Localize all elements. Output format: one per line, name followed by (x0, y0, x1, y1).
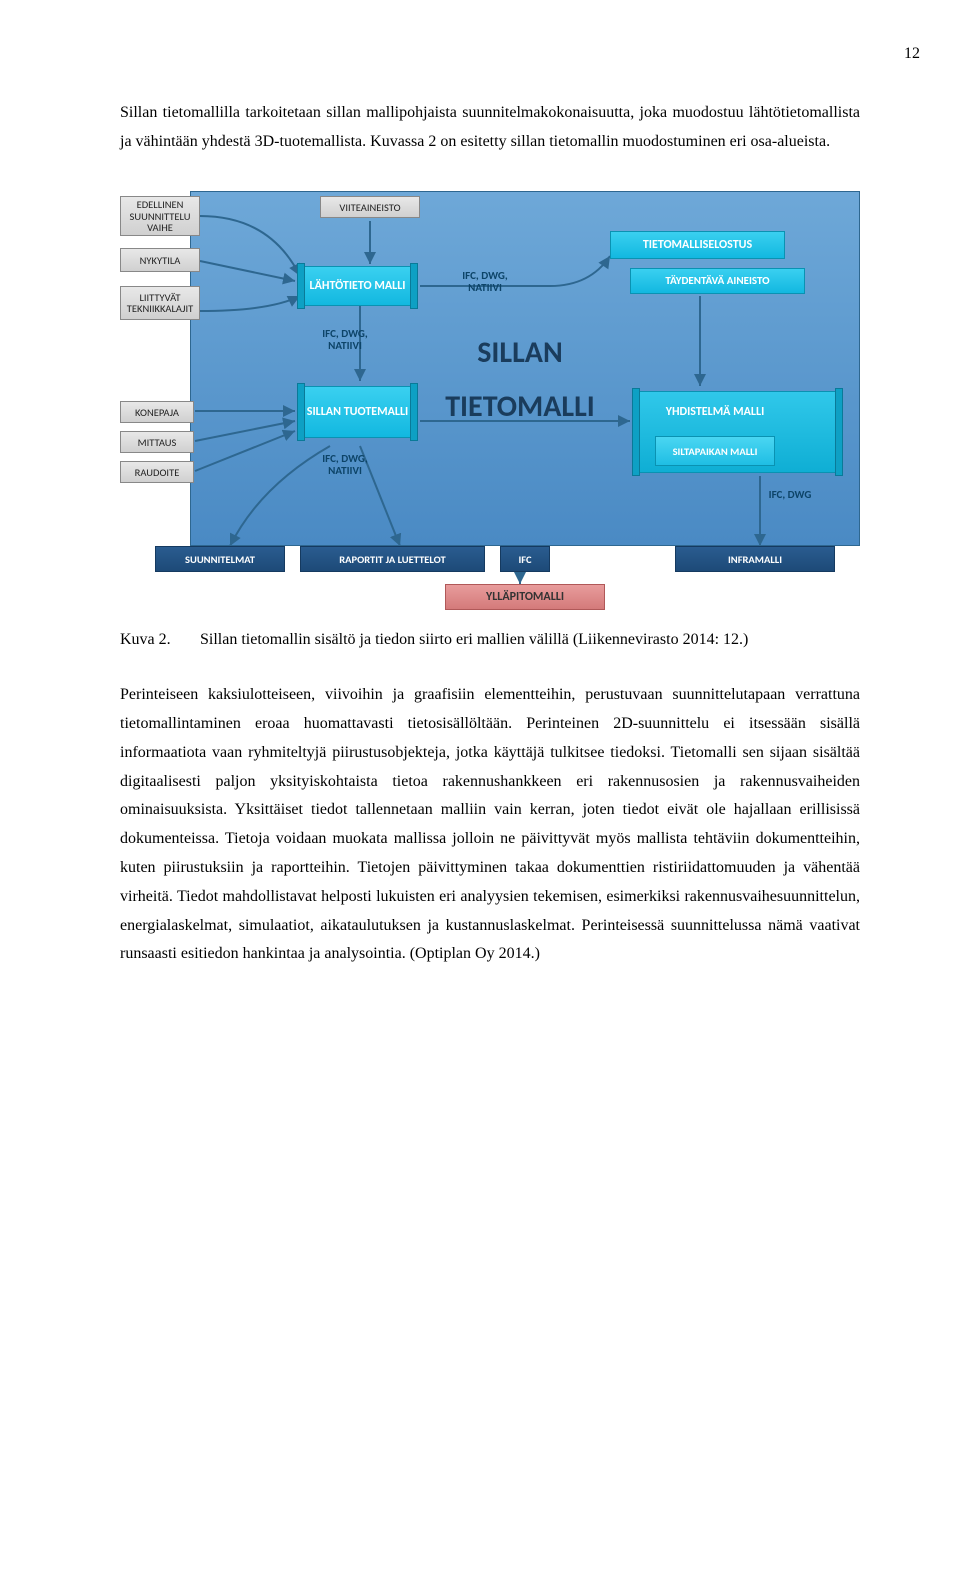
node-ifc-btn: IFC (500, 546, 550, 572)
node-liittyvat: LIITTYVÄT TEKNIIKKALAJIT (120, 286, 200, 320)
node-konepaja: KONEPAJA (120, 401, 194, 423)
node-edellinen: EDELLINEN SUUNNITTELU VAIHE (120, 196, 200, 236)
node-nykytila: NYKYTILA (120, 248, 200, 272)
label-ifc2: IFC, DWG, NATIIVI (450, 268, 520, 296)
diagram-title-l1: SILLAN (420, 326, 620, 380)
caption-text: Sillan tietomallin sisältö ja tiedon sii… (200, 626, 860, 655)
node-mittaus: MITTAUS (120, 431, 194, 453)
node-tietomalliselostus: TIETOMALLISELOSTUS (610, 231, 785, 259)
node-viite: VIITEAINEISTO (320, 196, 420, 218)
node-raportit: RAPORTIT JA LUETTELOT (300, 546, 485, 572)
node-lahtotieto: LÄHTÖTIETO MALLI (300, 266, 415, 306)
page-number: 12 (120, 40, 920, 69)
label-ifc1: IFC, DWG, NATIIVI (310, 326, 380, 354)
label-ifcdwg: IFC, DWG (760, 486, 820, 504)
node-siltapaikan: SILTAPAIKAN MALLI (655, 436, 775, 466)
node-inframalli: INFRAMALLI (675, 546, 835, 572)
body-paragraph: Perinteiseen kaksiulotteiseen, viivoihin… (120, 681, 860, 969)
node-raudoite: RAUDOITE (120, 461, 194, 483)
figure-caption: Kuva 2. Sillan tietomallin sisältö ja ti… (120, 626, 860, 655)
diagram-title-l2: TIETOMALLI (420, 380, 620, 434)
diagram: EDELLINEN SUUNNITTELU VAIHE NYKYTILA LII… (120, 186, 860, 606)
label-ifc3: IFC, DWG, NATIIVI (310, 451, 380, 479)
diagram-title: SILLAN TIETOMALLI (420, 326, 620, 434)
intro-paragraph: Sillan tietomallilla tarkoitetaan sillan… (120, 99, 860, 157)
caption-label: Kuva 2. (120, 626, 200, 655)
node-tuotemalli: SILLAN TUOTEMALLI (300, 386, 415, 438)
node-yllapitomalli: YLLÄPITOMALLI (445, 584, 605, 610)
node-yhdistelma: YHDISTELMÄ MALLI (660, 396, 770, 428)
node-taydentava: TÄYDENTÄVÄ AINEISTO (630, 268, 805, 294)
node-suunnitelmat: SUUNNITELMAT (155, 546, 285, 572)
